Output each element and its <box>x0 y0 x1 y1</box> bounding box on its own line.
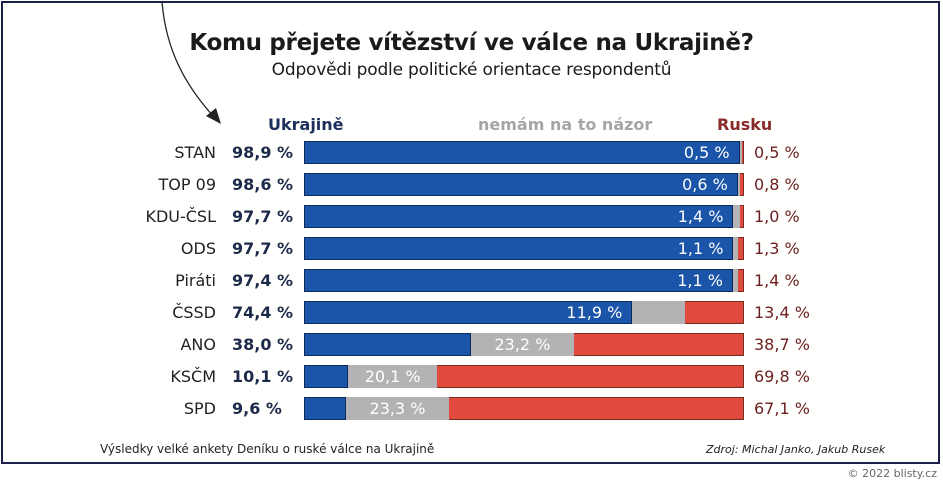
category-label: KSČM <box>170 367 216 386</box>
no-opinion-value-label: 20,1 % <box>364 367 421 386</box>
source-credit: Zdroj: Michal Janko, Jakub Rusek <box>706 443 886 456</box>
stacked-bar: 0,5 % <box>304 141 744 164</box>
stacked-bar: 1,1 % <box>304 269 744 292</box>
category-label: ANO <box>180 335 216 354</box>
bar-segment-russia <box>739 205 744 228</box>
bar-segment-russia <box>436 365 744 388</box>
pointer-arrow-icon <box>161 1 221 124</box>
chart-row: KDU-ČSL 97,7 % 1,4 % 1,0 % <box>0 205 943 229</box>
russia-value-label: 0,5 % <box>754 143 800 162</box>
no-opinion-value-label: 11,9 % <box>566 303 623 322</box>
russia-value-label: 67,1 % <box>754 399 810 418</box>
category-label: SPD <box>183 399 216 418</box>
russia-value-label: 1,3 % <box>754 239 800 258</box>
chart-title: Komu přejete vítězství ve válce na Ukraj… <box>189 30 754 56</box>
category-label: ČSSD <box>172 303 216 322</box>
bar-segment-ukraine <box>304 173 738 196</box>
bar-segment-russia <box>741 141 744 164</box>
chart-subtitle: Odpovědi podle politické orientace respo… <box>271 60 672 80</box>
ukraine-value-label: 38,0 % <box>232 335 294 354</box>
bar-segment-no-opinion <box>733 205 740 228</box>
no-opinion-value-label: 23,2 % <box>494 335 551 354</box>
stacked-bar: 23,2 % <box>304 333 744 356</box>
russia-value-label: 1,4 % <box>754 271 800 290</box>
russia-value-label: 13,4 % <box>754 303 810 322</box>
category-label: Piráti <box>175 271 216 290</box>
no-opinion-value-label: 1,1 % <box>677 239 724 258</box>
bar-segment-ukraine <box>304 269 733 292</box>
ukraine-value-label: 98,9 % <box>232 143 294 162</box>
russia-value-label: 1,0 % <box>754 207 800 226</box>
stacked-bar: 1,1 % <box>304 237 744 260</box>
chart-row: STAN 98,9 % 0,5 % 0,5 % <box>0 141 943 165</box>
russia-value-label: 38,7 % <box>754 335 810 354</box>
bar-segment-russia <box>740 173 744 196</box>
stacked-bar: 20,1 % <box>304 365 744 388</box>
no-opinion-value-label: 23,3 % <box>369 399 426 418</box>
category-label: STAN <box>174 143 216 162</box>
bar-segment-russia <box>737 269 744 292</box>
chart-row: TOP 09 98,6 % 0,6 % 0,8 % <box>0 173 943 197</box>
footnote: Výsledky velké ankety Deníku o ruské vál… <box>100 442 435 456</box>
ukraine-value-label: 97,7 % <box>232 207 294 226</box>
category-label: ODS <box>180 239 216 258</box>
category-label: TOP 09 <box>158 175 216 194</box>
russia-value-label: 0,8 % <box>754 175 800 194</box>
bar-segment-russia <box>448 397 744 420</box>
chart-row: ČSSD 74,4 % 11,9 % 13,4 % <box>0 301 943 325</box>
ukraine-value-label: 9,6 % <box>232 399 282 418</box>
chart-row: ANO 38,0 % 23,2 % 38,7 % <box>0 333 943 357</box>
ukraine-value-label: 74,4 % <box>232 303 294 322</box>
no-opinion-value-label: 0,5 % <box>683 143 730 162</box>
bar-segment-no-opinion <box>739 141 742 164</box>
bar-segment-ukraine <box>304 333 472 356</box>
chart-row: SPD 9,6 % 23,3 % 67,1 % <box>0 397 943 421</box>
bar-segment-no-opinion <box>732 269 738 292</box>
chart-row: KSČM 10,1 % 20,1 % 69,8 % <box>0 365 943 389</box>
bar-segment-ukraine <box>304 397 347 420</box>
legend-no-opinion: nemám na to názor <box>478 115 653 134</box>
bar-segment-ukraine <box>304 365 349 388</box>
no-opinion-value-label: 1,4 % <box>677 207 724 226</box>
stacked-bar: 1,4 % <box>304 205 744 228</box>
bar-segment-ukraine <box>304 301 633 324</box>
chart-row: Piráti 97,4 % 1,1 % 1,4 % <box>0 269 943 293</box>
no-opinion-value-label: 0,6 % <box>682 175 728 194</box>
bar-segment-ukraine <box>304 237 734 260</box>
copyright: © 2022 blisty.cz <box>847 467 937 480</box>
ukraine-value-label: 97,7 % <box>232 239 294 258</box>
chart-row: ODS 97,7 % 1,1 % 1,3 % <box>0 237 943 261</box>
stacked-bar: 23,3 % <box>304 397 744 420</box>
stacked-bar: 0,6 % <box>304 173 744 196</box>
bar-segment-ukraine <box>304 141 740 164</box>
ukraine-value-label: 98,6 % <box>232 175 294 194</box>
ukraine-value-label: 10,1 % <box>232 367 294 386</box>
no-opinion-value-label: 1,1 % <box>677 271 723 290</box>
bar-segment-russia <box>738 237 744 260</box>
legend-ukraine: Ukrajině <box>268 115 344 134</box>
bar-segment-no-opinion <box>346 397 449 420</box>
bar-segment-no-opinion <box>632 301 685 324</box>
bar-segment-ukraine <box>304 205 734 228</box>
russia-value-label: 69,8 % <box>754 367 810 386</box>
category-label: KDU-ČSL <box>145 207 216 226</box>
bar-segment-no-opinion <box>737 173 741 196</box>
stacked-bar: 11,9 % <box>304 301 744 324</box>
bar-segment-russia <box>684 301 744 324</box>
legend-russia: Rusku <box>717 115 773 134</box>
bar-segment-no-opinion <box>733 237 739 260</box>
bar-segment-no-opinion <box>471 333 574 356</box>
bar-segment-russia <box>573 333 744 356</box>
bar-segment-no-opinion <box>348 365 437 388</box>
ukraine-value-label: 97,4 % <box>232 271 294 290</box>
